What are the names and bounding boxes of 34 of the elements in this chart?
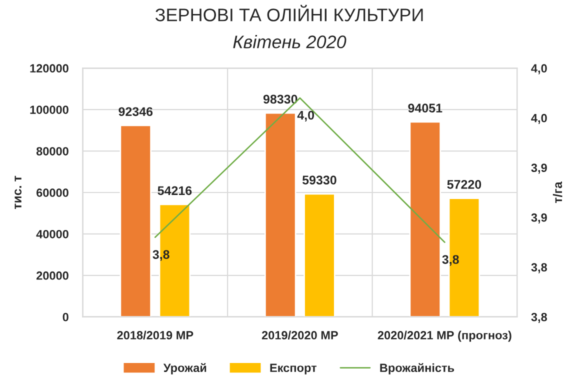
x-tick-label: 2018/2019 МР: [117, 330, 194, 340]
chart-subtitle: Квітень 2020: [233, 35, 346, 48]
y-tick-label: 40000: [36, 230, 68, 238]
y-tick-label: 0: [62, 312, 68, 322]
bar: [120, 124, 152, 317]
bar: [264, 112, 296, 317]
legend-label: Врожайність: [380, 363, 454, 374]
y2-tick-label: 3,9: [531, 164, 547, 174]
data-label: 57220: [447, 180, 482, 189]
y2-tick-label: 4,0: [531, 114, 547, 124]
legend-label: Експорт: [270, 364, 317, 374]
y-tick-label: 20000: [36, 271, 68, 280]
chart-title: ЗЕРНОВІ ТА ОЛІЙНІ КУЛЬТУРИ: [155, 4, 423, 22]
y2-axis-title: т/га: [552, 182, 562, 204]
data-label: 54216: [158, 186, 192, 196]
x-tick-label: 2020/2021 МР (прогноз): [378, 330, 512, 342]
y-tick-label: 80000: [36, 147, 68, 156]
y2-tick-label: 4,0: [531, 64, 547, 74]
x-tick-label: 2019/2020 МР: [262, 330, 338, 340]
y-tick-label: 100000: [30, 106, 68, 114]
y2-tick-label: 3,8: [531, 312, 547, 323]
data-label: 94051: [408, 104, 442, 113]
y-tick-label: 120000: [30, 64, 68, 73]
bar: [304, 193, 336, 317]
data-label: 59330: [302, 176, 336, 184]
data-label: 4,0: [297, 110, 314, 122]
y2-tick-label: 3,8: [531, 263, 547, 274]
y-tick-label: 60000: [36, 188, 68, 197]
legend-label: Урожай: [163, 363, 206, 374]
y-axis-title: тис. т: [14, 176, 22, 210]
y2-tick-label: 3,9: [531, 213, 547, 224]
data-label: 98330: [263, 94, 298, 104]
bar: [409, 121, 442, 317]
data-label: 92346: [118, 107, 153, 116]
